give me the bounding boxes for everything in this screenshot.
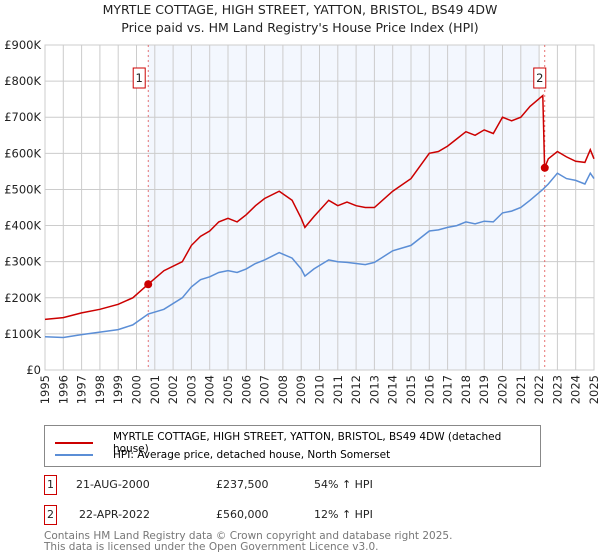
legend-swatch-property bbox=[55, 442, 93, 444]
x-tick-label: 2023 bbox=[550, 375, 564, 404]
x-tick-label: 1999 bbox=[111, 375, 125, 404]
x-tick-label: 2010 bbox=[313, 375, 327, 404]
sale-label-box bbox=[132, 67, 146, 89]
x-tick-label: 2014 bbox=[386, 375, 400, 404]
y-tick-label: £600K bbox=[4, 146, 41, 160]
shaded-period bbox=[148, 45, 540, 370]
legend-label-property: MYRTLE COTTAGE, HIGH STREET, YATTON, BRI… bbox=[112, 431, 502, 455]
chart-subtitle: Price paid vs. HM Land Registry's House … bbox=[121, 20, 479, 35]
x-tick-label: 2003 bbox=[184, 375, 198, 404]
y-tick-label: £400K bbox=[4, 219, 41, 233]
sale-price: £237,500 bbox=[216, 478, 269, 491]
plot-border bbox=[44, 44, 595, 371]
x-tick-label: 1996 bbox=[56, 375, 70, 404]
chart-title: MYRTLE COTTAGE, HIGH STREET, YATTON, BRI… bbox=[102, 2, 498, 17]
sale-date: 22-APR-2022 bbox=[79, 508, 151, 521]
legend: MYRTLE COTTAGE, HIGH STREET, YATTON, BRI… bbox=[44, 425, 541, 467]
y-tick-label: £100K bbox=[4, 327, 41, 341]
x-tick-label: 2019 bbox=[477, 375, 491, 404]
sale-price: £560,000 bbox=[216, 508, 269, 521]
sale-row-1: 1 21-AUG-2000 £237,500 54% ↑ HPI bbox=[44, 475, 544, 497]
y-tick-label: £200K bbox=[4, 291, 41, 305]
x-tick-label: 2008 bbox=[276, 375, 290, 404]
sale-point bbox=[540, 163, 549, 172]
x-tick-label: 2017 bbox=[441, 375, 455, 404]
x-tick-label: 2018 bbox=[459, 375, 473, 404]
x-tick-label: 2001 bbox=[148, 375, 162, 404]
x-tick-label: 2009 bbox=[294, 375, 308, 404]
legend-swatch-hpi bbox=[55, 454, 93, 456]
x-tick-label: 2016 bbox=[422, 375, 436, 404]
y-tick-label: £800K bbox=[4, 74, 41, 88]
x-tick-label: 2000 bbox=[130, 375, 144, 404]
sale-hpi-diff: 12% ↑ HPI bbox=[314, 508, 373, 521]
footer: Contains HM Land Registry data © Crown c… bbox=[44, 531, 452, 553]
x-tick-label: 2006 bbox=[239, 375, 253, 404]
sale-label-box bbox=[533, 67, 547, 89]
price-chart: £0 £100K £200K £300K £400K £500K £600K £700K £80… bbox=[4, 38, 600, 404]
x-tick-label: 2012 bbox=[349, 375, 363, 404]
x-tick-label: 2024 bbox=[569, 375, 583, 404]
x-tick-label: 2002 bbox=[166, 375, 180, 404]
y-tick-label: £700K bbox=[4, 110, 41, 124]
sale-point bbox=[144, 280, 153, 289]
x-tick-label: 2005 bbox=[221, 375, 235, 404]
x-tick-label: 2004 bbox=[203, 375, 217, 404]
x-tick-label: 2011 bbox=[331, 375, 345, 404]
sale-marker-2: 2 bbox=[44, 505, 57, 525]
x-tick-label: 1995 bbox=[38, 375, 52, 404]
x-tick-label: 2025 bbox=[587, 375, 600, 404]
sale-row-2: 2 22-APR-2022 £560,000 12% ↑ HPI bbox=[44, 505, 544, 527]
x-tick-label: 2022 bbox=[532, 375, 546, 404]
y-tick-label: £300K bbox=[4, 255, 41, 269]
hpi-line bbox=[44, 171, 595, 339]
sale-label: 2 bbox=[536, 71, 543, 85]
x-tick-label: 2021 bbox=[514, 375, 528, 404]
sale-hpi-diff: 54% ↑ HPI bbox=[314, 478, 373, 491]
footer-line-1: Contains HM Land Registry data © Crown c… bbox=[44, 530, 453, 542]
x-tick-label: 2020 bbox=[496, 375, 510, 404]
y-tick-label: £500K bbox=[4, 182, 41, 196]
x-tick-label: 2015 bbox=[404, 375, 418, 404]
x-tick-label: 1997 bbox=[75, 375, 89, 404]
sale-marker-1: 1 bbox=[44, 475, 57, 495]
property-price-line bbox=[44, 94, 595, 321]
x-tick-label: 1998 bbox=[93, 375, 107, 404]
x-tick-label: 2007 bbox=[258, 375, 272, 404]
sale-date: 21-AUG-2000 bbox=[76, 478, 150, 491]
legend-label-hpi: HPI: Average price, detached house, Nort… bbox=[113, 449, 391, 461]
y-tick-label: £900K bbox=[4, 38, 41, 52]
y-tick-label: £0 bbox=[26, 363, 41, 377]
footer-line-2: This data is licensed under the Open Gov… bbox=[44, 541, 379, 553]
x-tick-label: 2013 bbox=[367, 375, 381, 404]
sale-label: 1 bbox=[136, 71, 143, 85]
